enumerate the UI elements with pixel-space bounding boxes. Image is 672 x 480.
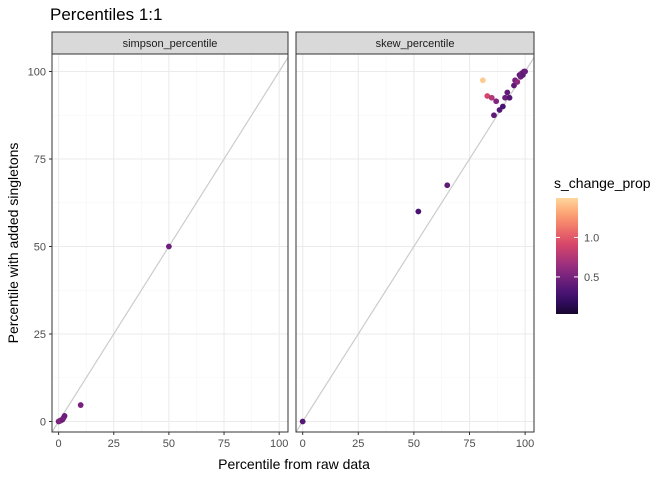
x-tick-label: 0 <box>300 438 306 450</box>
legend-tick-label: 1.0 <box>584 232 599 244</box>
chart-title: Percentiles 1:1 <box>50 5 162 24</box>
facet-strip-label: simpson_percentile <box>123 38 218 50</box>
scatter-point <box>77 402 84 408</box>
scatter-point <box>488 94 495 101</box>
y-axis-title: Percentile with added singletons <box>5 143 21 344</box>
y-axis: 0 25 50 75 100 <box>28 67 52 429</box>
scatter-point <box>484 93 491 99</box>
scatter-point <box>514 79 521 85</box>
scatter-point <box>504 89 511 96</box>
panel-simpson_percentile: simpson_percentile <box>51 31 289 433</box>
x-tick-label: 25 <box>352 438 364 450</box>
y-tick-label: 0 <box>40 417 46 429</box>
scatter-point <box>502 94 508 101</box>
scatter-point <box>415 208 422 215</box>
panel-grid <box>52 54 288 432</box>
facet-strip-label: skew_percentile <box>376 38 455 50</box>
scatter-points <box>55 243 172 425</box>
panel-border <box>51 53 289 433</box>
color-legend: s_change_prop 0.5 1.0 <box>554 175 651 314</box>
scatter-point <box>491 112 497 119</box>
scatter-point <box>165 243 172 250</box>
panel-border <box>295 53 535 433</box>
y-tick-label: 50 <box>34 242 46 254</box>
x-axis-skew_percentile: 0 25 50 75 100 <box>300 432 534 450</box>
legend-tick-label: 0.5 <box>584 272 599 284</box>
legend-ticks: 0.5 1.0 <box>556 232 599 284</box>
y-tick-label: 75 <box>34 154 46 166</box>
scatter-point <box>61 413 68 419</box>
legend-colorbar <box>556 198 578 314</box>
scatter-point <box>299 418 306 425</box>
x-axes: 0 25 50 75 100 0 25 50 75 100 <box>56 432 534 450</box>
reference-line <box>295 57 535 433</box>
panel-grid <box>296 54 534 432</box>
x-axis-simpson_percentile: 0 25 50 75 100 <box>56 432 288 450</box>
x-tick-label: 25 <box>108 438 120 450</box>
panel-skew_percentile: skew_percentile <box>295 31 535 433</box>
scatter-point <box>444 182 451 189</box>
x-tick-label: 50 <box>163 438 175 450</box>
panels: simpson_percentile skew_percentile <box>51 31 535 433</box>
legend-title: s_change_prop <box>554 175 651 191</box>
x-tick-label: 75 <box>463 438 475 450</box>
scatter-point <box>493 98 500 105</box>
x-axis-title: Percentile from raw data <box>218 456 370 472</box>
scatter-point <box>506 94 513 101</box>
scatter-points <box>299 68 529 425</box>
y-tick-label: 100 <box>28 67 46 79</box>
x-tick-label: 100 <box>270 438 288 450</box>
scatter-point <box>522 68 529 75</box>
scatter-point <box>499 103 506 110</box>
x-tick-label: 0 <box>56 438 62 450</box>
y-tick-label: 25 <box>34 329 46 341</box>
scatter-point <box>479 77 486 84</box>
x-tick-label: 75 <box>218 438 230 450</box>
x-tick-label: 100 <box>516 438 534 450</box>
x-tick-label: 50 <box>408 438 420 450</box>
